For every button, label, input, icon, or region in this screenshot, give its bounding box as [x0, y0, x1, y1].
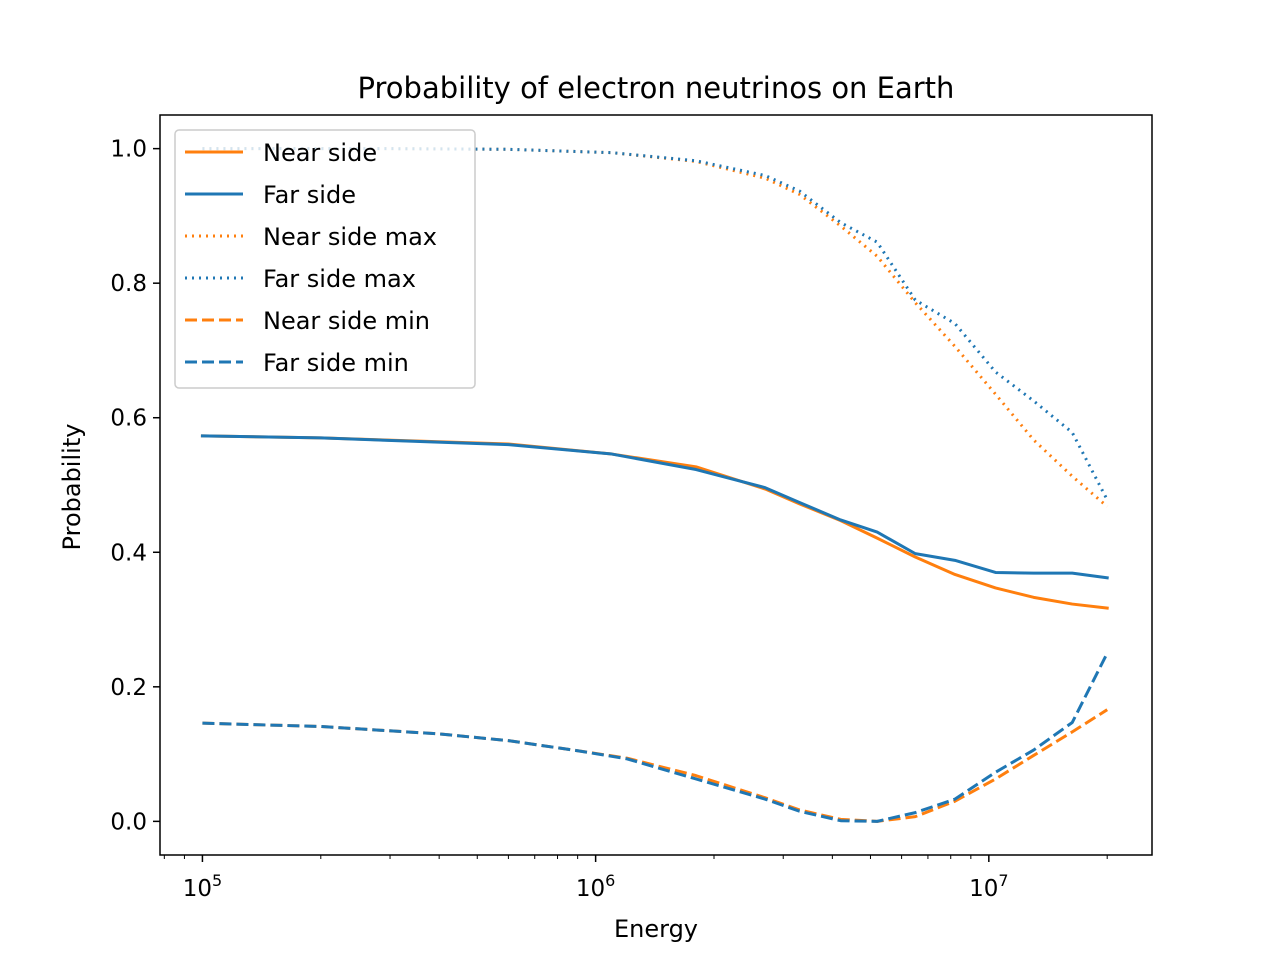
y-axis-title: Probability — [58, 424, 86, 551]
legend-label: Near side min — [263, 307, 430, 335]
legend-label: Near side — [263, 139, 377, 167]
chart-title: Probability of electron neutrinos on Ear… — [358, 71, 955, 105]
x-axis: 105 106 107 — [163, 855, 1108, 902]
plot-frame — [159, 114, 1153, 856]
legend-label: Far side — [263, 181, 356, 209]
y-tick-label: 0.2 — [110, 675, 147, 701]
legend-label: Near side max — [263, 223, 437, 251]
series-line-far-side — [200, 434, 1109, 580]
series-layer — [200, 147, 1109, 823]
x-axis-title: Energy — [614, 915, 698, 943]
legend-label: Far side max — [263, 265, 416, 293]
y-tick-label: 0.4 — [110, 540, 147, 566]
y-tick-label: 0.0 — [110, 809, 147, 835]
x-tick-label: 107 — [969, 871, 1008, 902]
y-tick-label: 0.8 — [110, 271, 147, 297]
legend: Near side Far side Near side max Far side m… — [174, 129, 476, 389]
x-tick-label: 105 — [183, 871, 222, 902]
x-tick-label: 106 — [576, 871, 615, 902]
legend-box — [174, 129, 476, 389]
y-axis: 0.0 0.2 0.4 0.6 0.8 1.0 — [110, 137, 160, 835]
y-tick-label: 1.0 — [110, 137, 147, 163]
y-tick-label: 0.6 — [110, 406, 147, 432]
legend-label: Far side min — [263, 349, 409, 377]
series-line-far-side-min — [202, 652, 1109, 823]
series-line-near-side-max — [202, 147, 1109, 508]
